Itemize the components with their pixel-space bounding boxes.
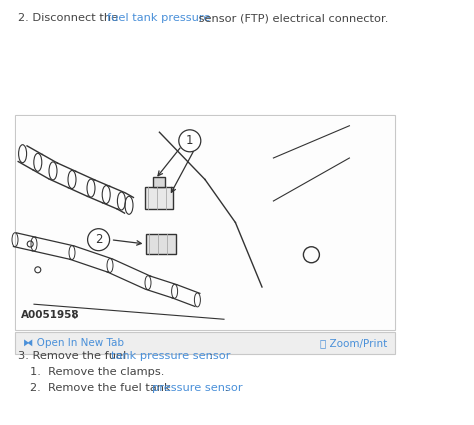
Text: :: : <box>208 351 212 361</box>
Text: 2: 2 <box>95 233 102 246</box>
Text: .: . <box>225 383 229 393</box>
Bar <box>146 234 176 254</box>
Bar <box>154 177 165 187</box>
Text: ⧓ Open In New Tab: ⧓ Open In New Tab <box>23 338 124 348</box>
Text: 🔍 Zoom/Print: 🔍 Zoom/Print <box>320 338 387 348</box>
Text: 2. Disconnect the: 2. Disconnect the <box>18 13 122 23</box>
Bar <box>146 187 173 209</box>
Bar <box>15 115 395 330</box>
Text: 2.  Remove the fuel tank: 2. Remove the fuel tank <box>30 383 174 393</box>
Text: 3. Remove the fuel: 3. Remove the fuel <box>18 351 130 361</box>
Text: fuel tank pressure: fuel tank pressure <box>107 13 210 23</box>
Circle shape <box>88 229 109 251</box>
Bar <box>16 116 394 329</box>
Circle shape <box>179 130 201 152</box>
Text: sensor (FTP) electrical connector.: sensor (FTP) electrical connector. <box>195 13 389 23</box>
Text: 1: 1 <box>186 134 193 147</box>
Bar <box>15 332 395 354</box>
Text: A0051958: A0051958 <box>21 310 80 320</box>
Text: pressure sensor: pressure sensor <box>152 383 243 393</box>
Text: tank pressure sensor: tank pressure sensor <box>111 351 230 361</box>
Text: \: \ <box>72 310 75 320</box>
Text: 1.  Remove the clamps.: 1. Remove the clamps. <box>30 367 164 377</box>
